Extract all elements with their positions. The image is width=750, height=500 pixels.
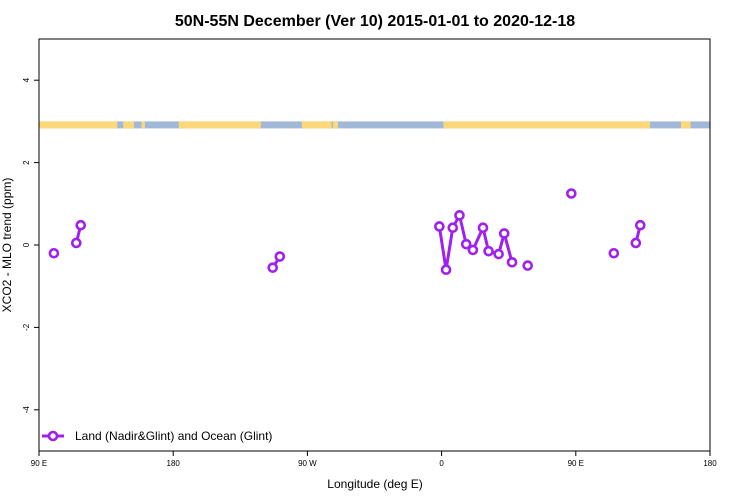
land-segment-0 bbox=[39, 121, 118, 129]
land-segment-7 bbox=[680, 121, 691, 129]
data-point-2 bbox=[75, 219, 87, 231]
land-segment-3 bbox=[178, 121, 261, 129]
data-point-8 bbox=[454, 210, 465, 221]
data-point-10 bbox=[467, 244, 479, 256]
data-point-4 bbox=[274, 251, 286, 262]
data-point-7 bbox=[447, 222, 459, 233]
land-segment-1 bbox=[123, 121, 135, 129]
x-tick-label-0: 90 E bbox=[31, 459, 47, 468]
land-segment-4 bbox=[301, 121, 332, 129]
data-point-12 bbox=[483, 245, 494, 257]
data-point-17 bbox=[566, 188, 577, 199]
data-point-5 bbox=[434, 221, 445, 232]
data-point-3 bbox=[267, 262, 279, 273]
y-axis-label: XCO2 - MLO trend (ppm) bbox=[0, 178, 14, 313]
x-tick-label-4: 90 E bbox=[568, 459, 584, 468]
chart-title: 50N-55N December (Ver 10) 2015-01-01 to … bbox=[175, 13, 575, 30]
axes: 90 E 180 90 W 0 90 E 180 4 2 0 -2 -4 bbox=[22, 77, 717, 468]
map-band bbox=[39, 121, 710, 129]
x-tick-label-2: 90 W bbox=[298, 459, 317, 468]
data-point-0 bbox=[48, 247, 60, 259]
land-segment-2 bbox=[141, 121, 145, 129]
y-tick-label-1: 2 bbox=[22, 160, 31, 165]
x-tick-label-1: 180 bbox=[167, 459, 181, 468]
legend: Land (Nadir&Glint) and Ocean (Glint) bbox=[42, 429, 272, 443]
legend-marker bbox=[47, 430, 59, 442]
data-point-13 bbox=[493, 248, 504, 260]
data-point-16 bbox=[522, 260, 534, 271]
data-point-15 bbox=[506, 257, 518, 268]
x-axis-label: Longitude (deg E) bbox=[327, 477, 422, 491]
land-segment-6 bbox=[443, 121, 650, 129]
land-segment-5 bbox=[333, 121, 338, 129]
y-tick-label-3: -2 bbox=[22, 323, 31, 331]
x-tick-label-3: 0 bbox=[439, 459, 444, 468]
y-tick-label-4: -4 bbox=[22, 406, 31, 414]
plot-frame bbox=[38, 38, 711, 452]
data-point-20 bbox=[634, 219, 646, 231]
data-point-6 bbox=[440, 264, 452, 276]
data-point-1 bbox=[70, 237, 82, 249]
data-point-11 bbox=[477, 222, 489, 233]
series-layer bbox=[48, 188, 646, 276]
data-point-14 bbox=[498, 228, 510, 239]
y-tick-label-0: 4 bbox=[22, 77, 31, 82]
data-point-19 bbox=[630, 237, 642, 249]
legend-label: Land (Nadir&Glint) and Ocean (Glint) bbox=[75, 429, 272, 443]
data-point-9 bbox=[460, 238, 472, 250]
y-tick-label-2: 0 bbox=[22, 242, 31, 247]
data-point-18 bbox=[608, 247, 620, 259]
ocean-band bbox=[39, 121, 710, 129]
x-tick-label-5: 180 bbox=[703, 459, 717, 468]
